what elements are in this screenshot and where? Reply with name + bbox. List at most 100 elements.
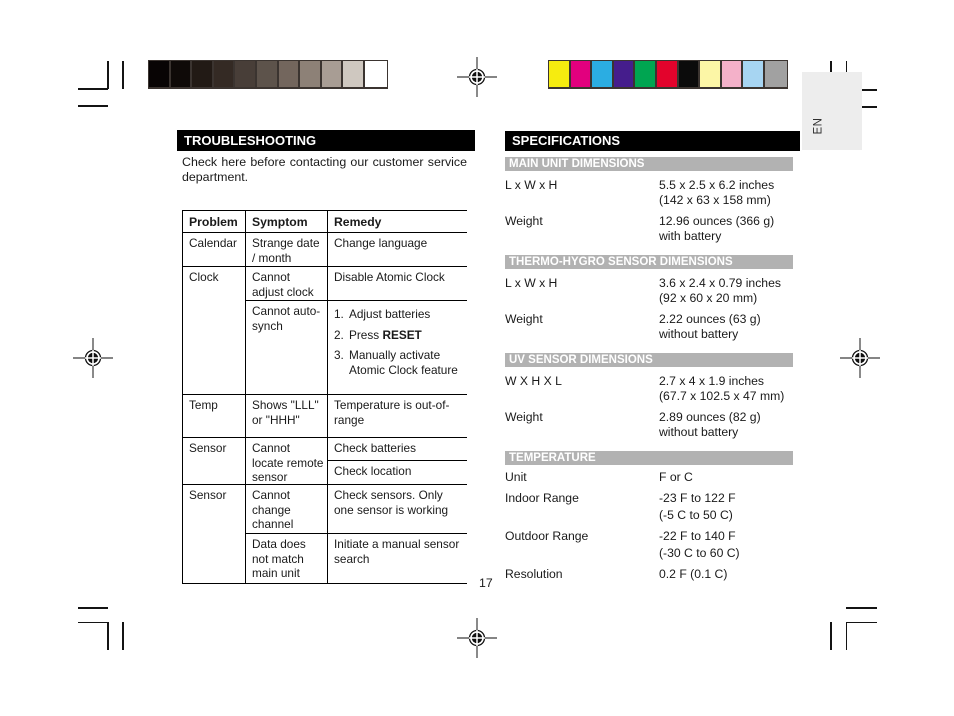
- calibration-swatch: [213, 61, 236, 87]
- section-header-thermo-hygro: THERMO-HYGRO SENSOR DIMENSIONS: [505, 255, 793, 269]
- calibration-swatch: [570, 61, 593, 87]
- spec-value: 5.5 x 2.5 x 6.2 inches (142 x 63 x 158 m…: [659, 178, 775, 207]
- calibration-swatch: [321, 61, 344, 87]
- calibration-swatch: [613, 61, 636, 87]
- table-cell-remedy: Check batteries: [328, 438, 467, 461]
- table-cell-symptom: Strange date / month: [246, 233, 328, 267]
- calibration-swatch: [170, 61, 193, 87]
- table-cell-symptom: Shows "LLL" or "HHH": [246, 395, 328, 438]
- table-header-symptom: Symptom: [246, 211, 328, 233]
- calibration-swatch: [278, 61, 301, 87]
- spec-row: Unit F or C: [505, 469, 801, 486]
- crop-mark: [78, 621, 108, 623]
- crop-mark: [122, 61, 124, 89]
- crop-mark: [846, 607, 877, 609]
- troubleshooting-header: TROUBLESHOOTING: [177, 130, 475, 151]
- troubleshooting-table: Problem Symptom Remedy Calendar Strange …: [182, 210, 467, 584]
- spec-label: Weight: [505, 410, 543, 424]
- spec-label: Indoor Range: [505, 491, 579, 505]
- spec-label: W X H X L: [505, 374, 562, 388]
- spec-label: L x W x H: [505, 276, 558, 290]
- calibration-swatch: [256, 61, 279, 87]
- calibration-swatch: [300, 61, 322, 87]
- spec-label: L x W x H: [505, 178, 558, 192]
- table-cell-symptom: Data does not match main unit: [246, 534, 328, 584]
- calibration-swatch: [721, 61, 744, 87]
- calibration-swatch: [635, 61, 657, 87]
- calibration-swatch: [192, 61, 214, 87]
- remedy-step: 2. Press RESET: [334, 327, 422, 342]
- calibration-swatch: [364, 61, 387, 87]
- crop-mark: [830, 622, 832, 650]
- spec-value: 2.89 ounces (82 g) without battery: [659, 410, 761, 439]
- table-cell-remedy: Initiate a manual sensor search: [328, 534, 467, 584]
- section-header-main-unit: MAIN UNIT DIMENSIONS: [505, 157, 793, 171]
- calibration-swatch: [700, 61, 722, 87]
- calibration-swatch: [743, 61, 765, 87]
- spec-row: L x W x H 5.5 x 2.5 x 6.2 inches (142 x …: [505, 178, 801, 207]
- spec-value: 12.96 ounces (366 g) with battery: [659, 214, 775, 243]
- calibration-swatch: [678, 61, 701, 87]
- section-header-uv-sensor: UV SENSOR DIMENSIONS: [505, 353, 793, 367]
- spec-label: Outdoor Range: [505, 529, 589, 543]
- language-tab: EN: [802, 72, 862, 150]
- table-cell-remedy: Temperature is out-of-range: [328, 395, 467, 438]
- spec-label: Weight: [505, 312, 543, 326]
- troubleshooting-title: TROUBLESHOOTING: [184, 133, 317, 148]
- spec-label: Weight: [505, 214, 543, 228]
- crop-mark: [122, 622, 124, 650]
- table-header-problem: Problem: [182, 211, 246, 233]
- page-number: 17: [479, 576, 493, 590]
- language-tab-label: EN: [812, 117, 825, 135]
- remedy-step: 3. Manually activate Atomic Clock featur…: [334, 348, 458, 377]
- spec-row: Outdoor Range -22 F to 140 F (-30 C to 6…: [505, 528, 801, 562]
- calibration-swatch: [149, 61, 171, 87]
- table-header-remedy: Remedy: [328, 211, 467, 233]
- spec-row: L x W x H 3.6 x 2.4 x 0.79 inches (92 x …: [505, 276, 801, 305]
- temperature-section: Unit F or C Indoor Range -23 F to 122 F …: [505, 469, 801, 583]
- table-cell-problem: Clock: [182, 267, 246, 395]
- table-cell-symptom: Cannot adjust clock: [246, 267, 328, 301]
- table-cell-problem: Sensor: [182, 485, 246, 584]
- crop-mark: [78, 607, 108, 609]
- table-cell-remedy-steps: 1. Adjust batteries 2. Press RESET 3. Ma…: [328, 301, 467, 395]
- spec-value: -23 F to 122 F (-5 C to 50 C): [659, 491, 736, 522]
- table-cell-remedy: Check location: [328, 461, 467, 485]
- spec-value: 0.2 F (0.1 C): [659, 567, 728, 581]
- grayscale-calibration-bar: [148, 60, 388, 89]
- spec-label: Unit: [505, 470, 527, 484]
- table-cell-symptom: Cannot locate remote sensor: [246, 438, 328, 485]
- troubleshooting-intro: Check here before contacting our custome…: [182, 155, 467, 184]
- crop-mark: [107, 622, 109, 650]
- spec-row: Indoor Range -23 F to 122 F (-5 C to 50 …: [505, 490, 801, 524]
- crop-mark: [846, 621, 877, 623]
- section-header-temperature: TEMPERATURE: [505, 451, 793, 465]
- spec-value: 3.6 x 2.4 x 0.79 inches (92 x 60 x 20 mm…: [659, 276, 781, 305]
- spec-value: 2.7 x 4 x 1.9 inches (67.7 x 102.5 x 47 …: [659, 374, 785, 403]
- spec-row: Weight 2.89 ounces (82 g) without batter…: [505, 410, 801, 439]
- registration-mark-icon: [73, 338, 113, 378]
- registration-mark-icon: [457, 57, 497, 97]
- table-cell-remedy: Change language: [328, 233, 467, 267]
- color-calibration-bar: [548, 60, 788, 89]
- calibration-swatch: [235, 61, 257, 87]
- crop-mark: [78, 105, 108, 107]
- crop-mark: [78, 88, 108, 90]
- spec-row: Weight 12.96 ounces (366 g) with battery: [505, 214, 801, 243]
- spec-row: W X H X L 2.7 x 4 x 1.9 inches (67.7 x 1…: [505, 374, 801, 403]
- table-cell-symptom: Cannot auto- synch: [246, 301, 328, 395]
- spec-label: Resolution: [505, 567, 563, 581]
- spec-row: Weight 2.22 ounces (63 g) without batter…: [505, 312, 801, 341]
- spec-row: Resolution 0.2 F (0.1 C): [505, 566, 801, 583]
- specifications-header: SPECIFICATIONS: [505, 131, 800, 151]
- registration-mark-icon: [457, 618, 497, 658]
- specifications-panel: SPECIFICATIONS MAIN UNIT DIMENSIONS L x …: [505, 131, 801, 583]
- spec-value: F or C: [659, 470, 693, 484]
- table-cell-remedy: Disable Atomic Clock: [328, 267, 467, 301]
- table-cell-problem: Calendar: [182, 233, 246, 267]
- spec-value: -22 F to 140 F (-30 C to 60 C): [659, 529, 740, 560]
- calibration-swatch: [343, 61, 365, 87]
- calibration-swatch: [592, 61, 614, 87]
- registration-mark-icon: [840, 338, 880, 378]
